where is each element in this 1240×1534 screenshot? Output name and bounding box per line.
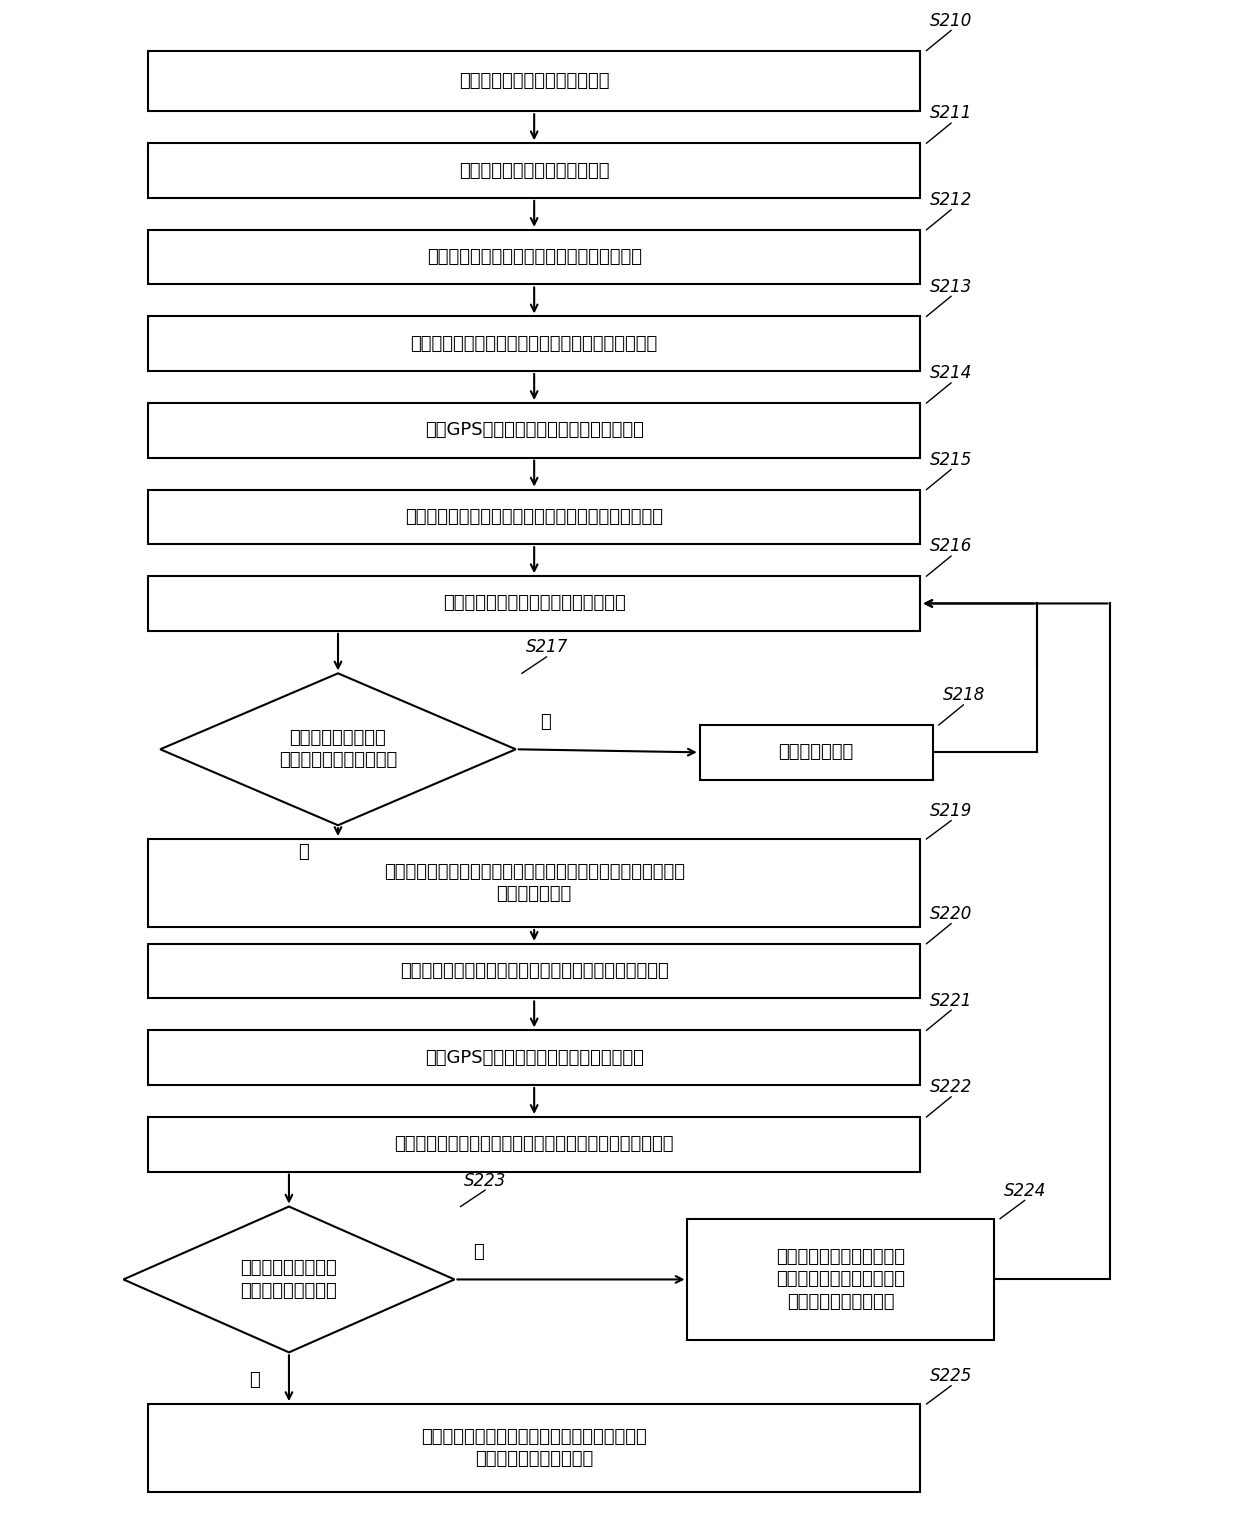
Text: 利用GPS定位信息对所述地磁信息进行校准: 利用GPS定位信息对所述地磁信息进行校准 [425,1049,644,1066]
Text: S225: S225 [930,1367,972,1385]
Text: 否: 否 [541,713,551,732]
Text: 利用GPS定位信息对所述地磁信息进行校准: 利用GPS定位信息对所述地磁信息进行校准 [425,422,644,439]
Text: 从遥控器的初始点位置开始移动遥控器: 从遥控器的初始点位置开始移动遥控器 [443,595,625,612]
Text: S220: S220 [930,905,972,923]
Bar [687,1218,994,1341]
Text: 进入游戏空间区域划界向导界面: 进入游戏空间区域划界向导界面 [459,72,609,91]
Text: S217: S217 [526,638,568,657]
Text: 获得遥控器在游戏空间区域的初始点位置的绝对坐标值: 获得遥控器在游戏空间区域的初始点位置的绝对坐标值 [405,508,663,526]
Bar [148,1404,920,1493]
Bar [148,230,920,284]
Text: 继续移动遥控器: 继续移动遥控器 [779,744,854,761]
Text: 对应显示在游戏显示
区域的点移动到边界点？: 对应显示在游戏显示 区域的点移动到边界点？ [279,729,397,770]
Bar [148,577,920,630]
Text: 由游戏空间区域的初始点位置以及边界点位置，
确定游戏空间区域的边界: 由游戏空间区域的初始点位置以及边界点位置， 确定游戏空间区域的边界 [422,1428,647,1468]
Bar [699,726,932,779]
Bar [148,51,920,112]
Text: S219: S219 [930,802,972,821]
Bar [148,143,920,198]
Text: S214: S214 [930,364,972,382]
Text: 获取遥控器在游戏空间区域的初始点位置的地磁信息: 获取遥控器在游戏空间区域的初始点位置的地磁信息 [410,334,657,353]
Bar [148,403,920,457]
Text: S210: S210 [930,12,972,29]
Bar [148,839,920,927]
Bar [148,943,920,999]
Text: 获取此时遥控器在游戏空间区域的边界点位置的地磁信息: 获取此时遥控器在游戏空间区域的边界点位置的地磁信息 [399,962,668,980]
Text: S224: S224 [1003,1181,1047,1200]
Bar [148,316,920,371]
Text: 否: 否 [472,1243,484,1261]
Text: 确定此时与游戏显示区域的边界点对应的遥控器的位置为游戏空
间区域的边界点: 确定此时与游戏显示区域的边界点对应的遥控器的位置为游戏空 间区域的边界点 [383,862,684,904]
Text: S223: S223 [464,1172,507,1189]
Text: 确定游戏显示区域的初始点位置: 确定游戏显示区域的初始点位置 [459,161,609,179]
Bar [148,1031,920,1085]
Text: 是: 是 [249,1370,260,1388]
Text: 按照屏幕提示，将遥控器移
到遥控器的初始点位置，继
续确定其他边界点位置: 按照屏幕提示，将遥控器移 到遥控器的初始点位置，继 续确定其他边界点位置 [776,1249,905,1310]
Text: S211: S211 [930,104,972,123]
Text: 根据屏幕提示信息，确定遥控器的初始点位置: 根据屏幕提示信息，确定遥控器的初始点位置 [427,249,641,265]
Bar [148,1117,920,1172]
Text: S215: S215 [930,451,972,469]
Text: S212: S212 [930,192,972,209]
Text: S213: S213 [930,278,972,296]
Polygon shape [124,1207,455,1353]
Text: S222: S222 [930,1078,972,1097]
Text: S216: S216 [930,537,972,555]
Text: S218: S218 [942,686,985,704]
Polygon shape [160,673,516,825]
Text: S221: S221 [930,991,972,1009]
Text: 是: 是 [299,844,309,862]
Bar [148,489,920,545]
Text: 获得此时遥控器在游戏空间区域的边界点位置的绝对坐标值: 获得此时遥控器在游戏空间区域的边界点位置的绝对坐标值 [394,1135,673,1154]
Text: 游戏空间区域的所有
边界点位置都已确定: 游戏空间区域的所有 边界点位置都已确定 [241,1259,337,1299]
